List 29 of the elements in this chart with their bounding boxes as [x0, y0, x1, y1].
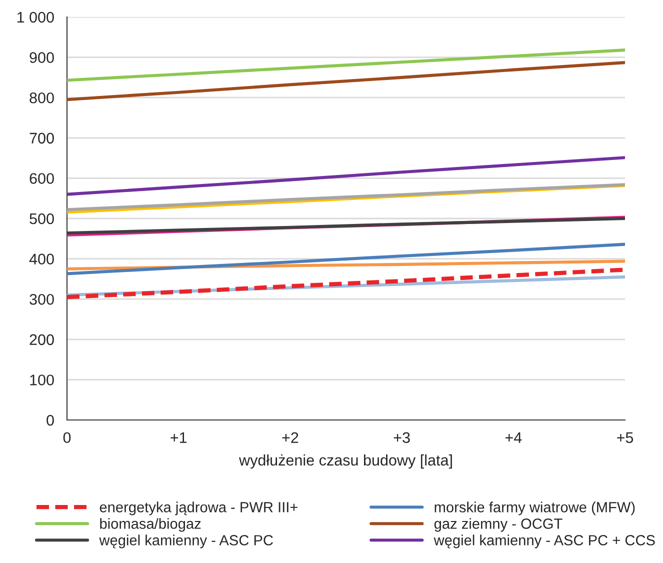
- x-tick-label: +5: [617, 432, 634, 444]
- line-series: [67, 242, 625, 276]
- line-series: [67, 268, 625, 300]
- x-tick-label: +3: [394, 432, 410, 444]
- x-tick-label: 0: [63, 432, 71, 444]
- line-series: [67, 61, 625, 102]
- legend-label: biomasa/biogaz: [100, 518, 201, 532]
- y-tick-label: 0: [46, 414, 54, 426]
- legend-label: węgiel kamienny - ASC PC + CCS: [434, 534, 655, 548]
- legend-label: węgiel kamienny - ASC PC: [99, 534, 273, 548]
- y-tick-label: 500: [30, 213, 54, 224]
- legend-label: morskie farmy wiatrowe (MFW): [434, 502, 635, 516]
- y-tick-label: 300: [30, 294, 54, 305]
- x-tick-label: +1: [170, 432, 187, 443]
- y-tick-label: 900: [30, 52, 54, 63]
- line-series: [67, 48, 625, 82]
- y-tick-label: 600: [30, 173, 54, 184]
- y-tick-label: 200: [30, 334, 54, 346]
- y-tick-label: 400: [29, 254, 54, 264]
- line-series: [67, 156, 625, 196]
- legend-label: energetyka jądrowa - PWR III+: [100, 502, 298, 516]
- y-tick-label: 1 000: [17, 12, 54, 23]
- x-tick-label: +4: [505, 432, 522, 443]
- x-tick-label: +2: [282, 432, 298, 443]
- x-axis-title: wydłużenie czasu budowy [lata]: [238, 454, 452, 469]
- legend-label: gaz ziemny - OCGT: [434, 518, 562, 532]
- y-tick-label: 100: [30, 374, 54, 386]
- y-tick-label: 700: [30, 132, 54, 144]
- y-tick-label: 800: [30, 92, 54, 104]
